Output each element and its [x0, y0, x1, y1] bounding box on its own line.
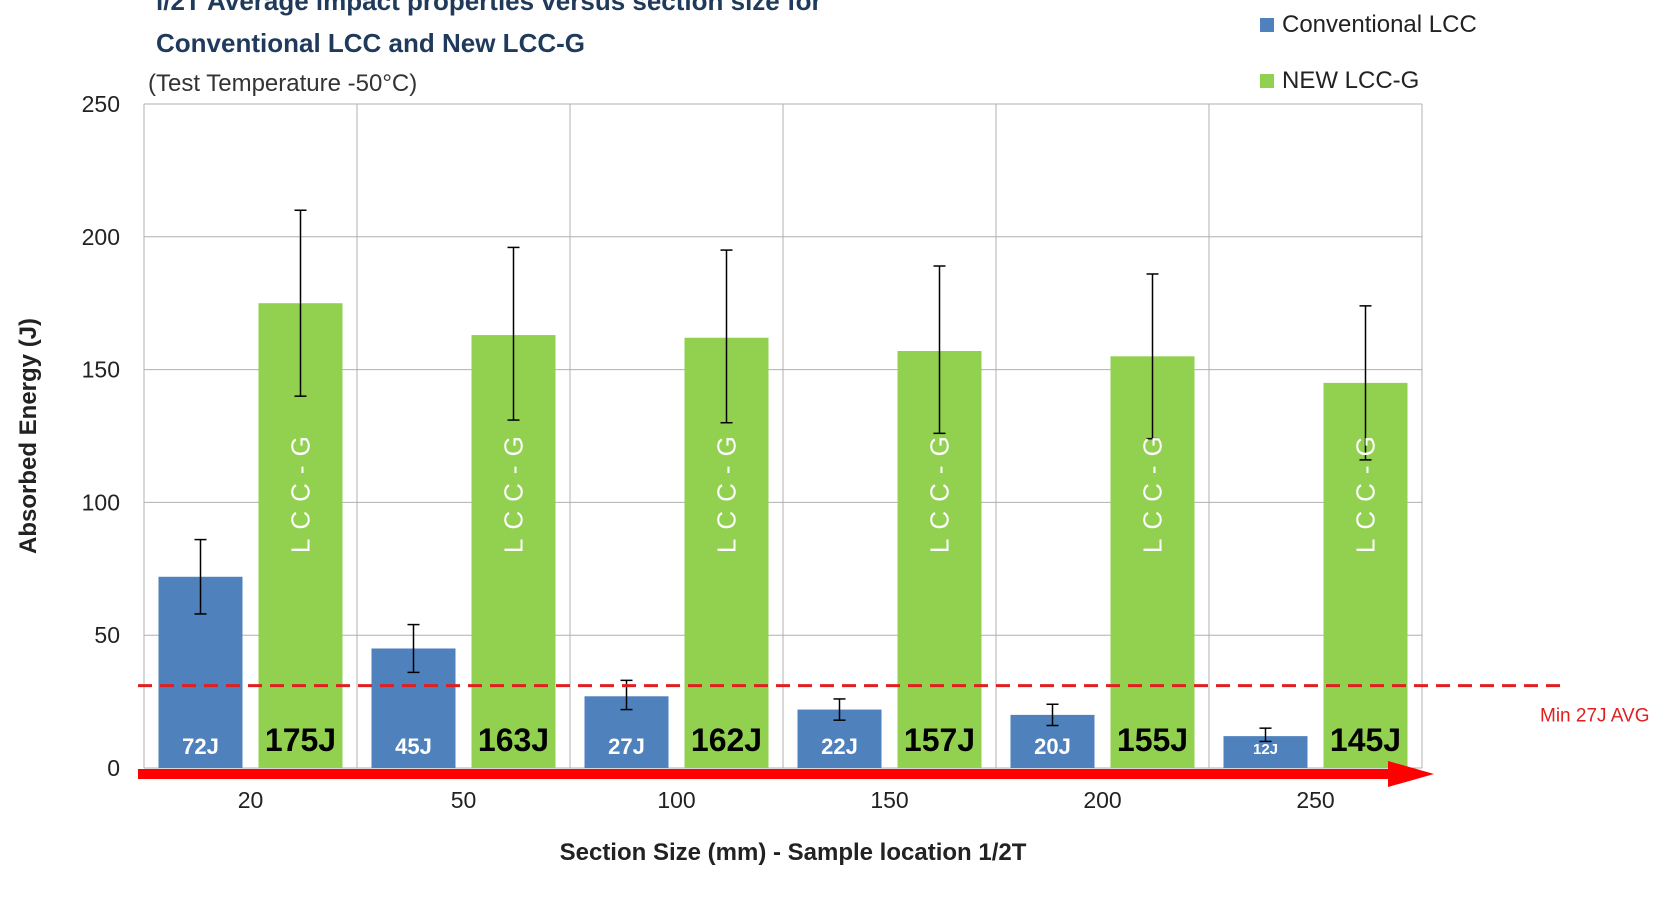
x-tick-label-250: 250 [1296, 787, 1334, 813]
data-label-conventional-lcc-250: 12J [1253, 741, 1278, 758]
data-label-conventional-lcc-150: 22J [821, 734, 858, 759]
x-axis-arrow-shaft [138, 769, 1388, 779]
bar-inner-label-250: LCC-G [1351, 427, 1381, 553]
legend-item-new-lcc-g: NEW LCC-G [1260, 62, 1477, 100]
x-tick-label-50: 50 [451, 787, 477, 813]
chart-subtitle: (Test Temperature -50°C) [148, 70, 418, 97]
data-label-new-lcc-g-250: 145J [1330, 722, 1401, 758]
bar-inner-label-200: LCC-G [1138, 427, 1168, 553]
legend-label-conventional-lcc: Conventional LCC [1282, 11, 1477, 38]
data-label-new-lcc-g-20: 175J [265, 722, 336, 758]
legend-swatch-conventional-lcc [1260, 18, 1274, 32]
data-label-new-lcc-g-150: 157J [904, 722, 975, 758]
legend: Conventional LCC NEW LCC-G [1260, 6, 1477, 118]
y-tick-label-200: 200 [82, 224, 120, 250]
x-axis-arrow-head [1388, 761, 1434, 787]
x-tick-label-100: 100 [657, 787, 695, 813]
bar-inner-label-100: LCC-G [712, 427, 742, 553]
chart-title-line1: l/2T Average impact properties versus se… [156, 0, 822, 16]
chart-title-line2: Conventional LCC and New LCC-G [156, 28, 585, 58]
data-label-conventional-lcc-200: 20J [1034, 734, 1071, 759]
x-tick-label-20: 20 [238, 787, 264, 813]
bar-inner-label-150: LCC-G [925, 427, 955, 553]
threshold-label: Min 27J AVG [1540, 706, 1649, 727]
data-label-conventional-lcc-20: 72J [182, 734, 219, 759]
y-tick-label-50: 50 [94, 622, 120, 648]
x-tick-label-150: 150 [870, 787, 908, 813]
data-label-conventional-lcc-100: 27J [608, 734, 645, 759]
legend-swatch-new-lcc-g [1260, 74, 1274, 88]
y-tick-label-250: 250 [82, 91, 120, 117]
data-label-new-lcc-g-100: 162J [691, 722, 762, 758]
y-axis-title: Absorbed Energy (J) [15, 318, 42, 554]
legend-label-new-lcc-g: NEW LCC-G [1282, 67, 1420, 94]
x-tick-label-200: 200 [1083, 787, 1121, 813]
y-tick-label-100: 100 [82, 489, 120, 515]
data-label-new-lcc-g-50: 163J [478, 722, 549, 758]
legend-item-conventional-lcc: Conventional LCC [1260, 6, 1477, 44]
data-label-new-lcc-g-200: 155J [1117, 722, 1188, 758]
y-tick-label-150: 150 [82, 357, 120, 383]
bar-inner-label-50: LCC-G [499, 427, 529, 553]
y-tick-label-0: 0 [107, 755, 120, 781]
x-axis-title: Section Size (mm) - Sample location 1/2T [560, 839, 1027, 866]
data-label-conventional-lcc-50: 45J [395, 734, 432, 759]
bar-inner-label-20: LCC-G [286, 427, 316, 553]
